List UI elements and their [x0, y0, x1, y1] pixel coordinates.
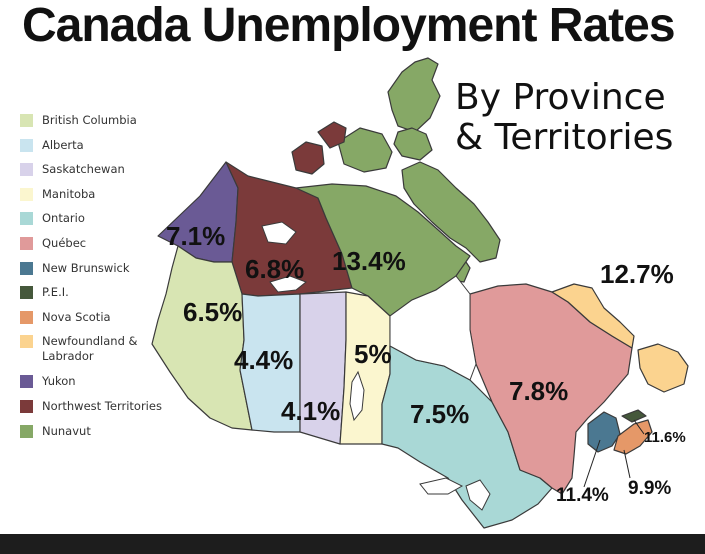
- leader-line-new-brunswick: [583, 439, 601, 488]
- legend-item: British Columbia: [20, 113, 185, 138]
- lake-superior: [419, 477, 464, 495]
- british-columbia: [151, 245, 253, 431]
- legend-label: Saskatchewan: [42, 162, 125, 177]
- rate-label-bc: 6.5%: [183, 297, 242, 327]
- legend-item: Northwest Territories: [20, 399, 185, 424]
- legend-item: Ontario: [20, 211, 185, 236]
- nunavut-island-baffin: [401, 161, 501, 263]
- alberta: [239, 293, 301, 433]
- legend-item: Nunavut: [20, 424, 185, 449]
- rate-label-saskatchewan: 4.1%: [281, 396, 340, 426]
- rate-label-nunavut: 13.4%: [332, 246, 406, 276]
- legend-item: Saskatchewan: [20, 162, 185, 187]
- legend-swatch: [20, 335, 33, 349]
- rate-label-yukon: 7.1%: [166, 221, 225, 251]
- legend-swatch: [20, 310, 33, 324]
- legend-label: Nova Scotia: [42, 309, 111, 324]
- prince-edward-island: [621, 409, 647, 423]
- great-bear-lake: [261, 221, 297, 245]
- legend-swatch: [20, 163, 33, 177]
- legend-label: Newfoundland & Labrador: [42, 334, 138, 364]
- leader-line-nova-scotia: [623, 449, 631, 479]
- legend-item: Yukon: [20, 374, 185, 399]
- rate-label-manitoba: 5%: [354, 339, 392, 369]
- footer-bar: [0, 534, 705, 554]
- legend-label: Northwest Territories: [42, 398, 162, 413]
- legend-swatch: [20, 424, 33, 438]
- map-title: Canada Unemployment Rates: [22, 0, 676, 52]
- rate-label-nova-scotia: 9.9%: [628, 478, 671, 499]
- legend-item: Newfoundland & Labrador: [20, 334, 185, 374]
- legend-item: P.E.I.: [20, 285, 185, 310]
- legend-label: Québec: [42, 235, 87, 250]
- great-slave-lake: [269, 275, 307, 293]
- subtitle-line-1: By Province: [455, 77, 666, 118]
- rate-label-ontario: 7.5%: [410, 399, 469, 429]
- new-brunswick: [587, 411, 621, 453]
- ontario: [381, 345, 553, 529]
- legend: British Columbia Alberta Saskatchewan Ma…: [20, 113, 185, 448]
- legend-swatch: [20, 138, 33, 152]
- newfoundland-island: [637, 343, 689, 393]
- legend-swatch: [20, 236, 33, 250]
- labrador: [551, 283, 635, 349]
- rate-label-newfoundland: 12.7%: [600, 259, 674, 289]
- legend-label: Ontario: [42, 211, 85, 226]
- lake-winnipeg: [349, 370, 365, 422]
- nunavut-island-victoria: [337, 127, 393, 173]
- hudson-bay: [389, 275, 477, 381]
- legend-label: British Columbia: [42, 113, 137, 127]
- legend-label: New Brunswick: [42, 260, 130, 275]
- legend-swatch: [20, 212, 33, 226]
- legend-swatch: [20, 114, 33, 127]
- map-subtitle: By Province & Territories: [455, 78, 685, 158]
- legend-label: Nunavut: [42, 423, 91, 438]
- legend-label: Manitoba: [42, 186, 96, 201]
- rate-label-nwt: 6.8%: [245, 254, 304, 284]
- rate-label-new-brunswick: 11.4%: [556, 485, 609, 506]
- legend-label: P.E.I.: [42, 285, 69, 300]
- nunavut-island-ellesmere: [387, 57, 441, 133]
- legend-label: Alberta: [42, 137, 84, 152]
- legend-item: Nova Scotia: [20, 310, 185, 335]
- rate-label-pei: 11.6%: [644, 429, 686, 446]
- legend-swatch: [20, 261, 33, 275]
- legend-swatch: [20, 286, 33, 300]
- legend-label: Yukon: [42, 374, 76, 389]
- legend-item: Alberta: [20, 138, 185, 163]
- leader-line-pei: [633, 419, 645, 435]
- legend-item: Manitoba: [20, 187, 185, 212]
- lake-huron: [465, 479, 491, 511]
- subtitle-line-2: & Territories: [455, 117, 674, 158]
- legend-swatch: [20, 399, 33, 413]
- legend-swatch: [20, 375, 33, 389]
- legend-item: Québec: [20, 236, 185, 261]
- nwt-island-banks: [291, 141, 325, 175]
- legend-item: New Brunswick: [20, 261, 185, 286]
- rate-label-quebec: 7.8%: [509, 376, 568, 406]
- rate-label-alberta: 4.4%: [234, 345, 293, 375]
- nunavut-island-devon: [393, 127, 433, 161]
- legend-swatch: [20, 187, 33, 201]
- nwt-island-prince-patrick: [317, 121, 347, 149]
